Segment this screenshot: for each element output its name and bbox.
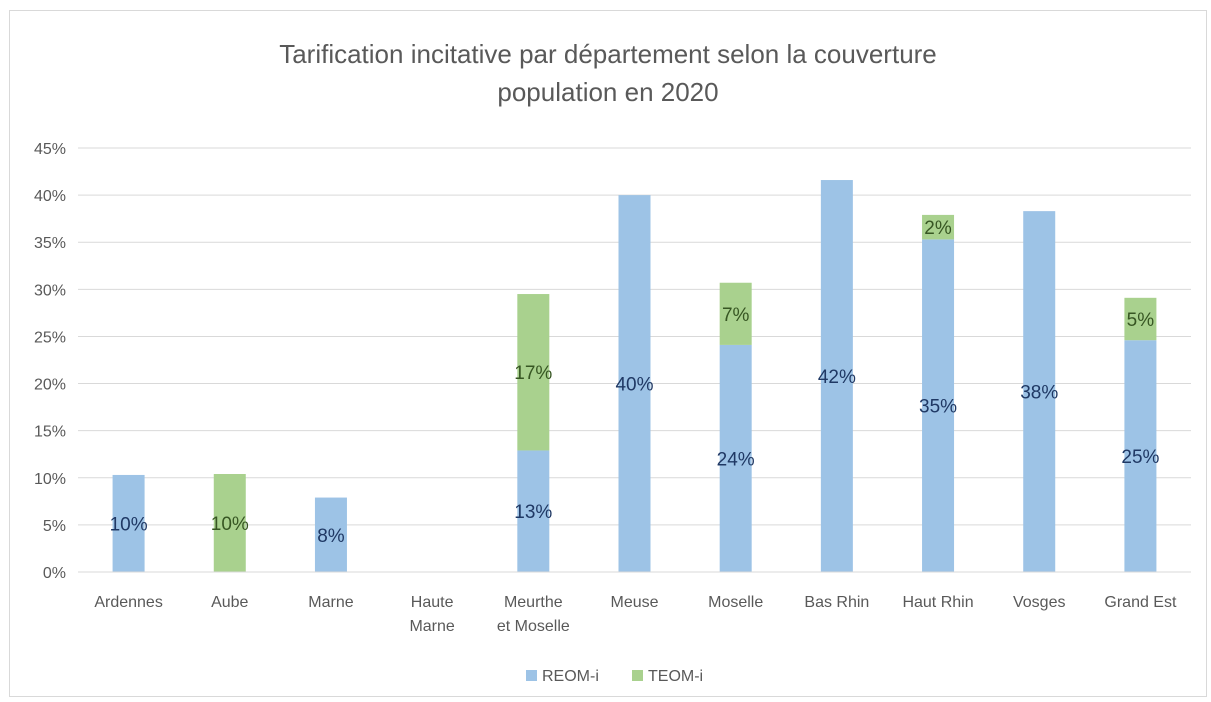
legend-swatch (526, 670, 537, 681)
x-category-label: Meurthe (504, 594, 563, 611)
data-label: 10% (211, 514, 249, 535)
data-label: 2% (924, 218, 952, 239)
data-label: 7% (722, 305, 750, 326)
x-category-label: Haut Rhin (902, 594, 973, 611)
data-label: 42% (818, 367, 856, 388)
bar-teom-i (517, 294, 550, 451)
x-axis: Ardennes Aube Marne Haute Marne Meurthe et Mos… (78, 571, 1191, 635)
chart-title-line: Tarification incitative par département … (279, 39, 937, 69)
data-label: 8% (317, 526, 345, 547)
y-tick-label: 30% (34, 282, 66, 299)
x-category-label: Grand Est (1104, 594, 1177, 611)
x-category-label: Vosges (1013, 594, 1065, 611)
y-tick-label: 20% (34, 377, 66, 394)
bar-teom-i (719, 282, 752, 345)
x-category-label: Marne (409, 618, 454, 635)
chart-frame: Tarification incitative par département … (9, 10, 1207, 697)
x-category-label: Marne (308, 594, 353, 611)
bar-reom-i (922, 239, 955, 572)
y-axis-ticks: 0% 5% 10% 15% 20% 25% 30% 35% 40% 45% (34, 141, 66, 582)
data-label: 17% (514, 363, 552, 384)
y-tick-label: 15% (34, 424, 66, 441)
y-tick-label: 25% (34, 329, 66, 346)
legend-label: TEOM-i (648, 668, 703, 685)
bar-reom-i (314, 497, 347, 572)
x-category-label: Meuse (610, 594, 658, 611)
x-category-label: Bas Rhin (804, 594, 869, 611)
stacked-bar-chart: Tarification incitative par département … (34, 39, 1191, 685)
x-category-label: Moselle (708, 594, 763, 611)
bar-reom-i (112, 474, 145, 572)
x-category-label: Ardennes (94, 594, 163, 611)
bar-reom-i (618, 195, 651, 572)
bar-teom-i (213, 474, 246, 572)
data-labels: 10% 10% 8% 13% 17% 40% 24% 7% 42% 35% 2% 38% 25% 5% (110, 218, 1160, 547)
data-label: 25% (1121, 447, 1159, 468)
data-label: 13% (514, 502, 552, 523)
data-label: 38% (1020, 383, 1058, 404)
y-tick-label: 45% (34, 141, 66, 158)
y-tick-label: 0% (43, 565, 66, 582)
bar-reom-i (820, 180, 853, 572)
data-label: 10% (110, 514, 148, 535)
data-label: 24% (717, 449, 755, 470)
chart-title-line: population en 2020 (497, 77, 718, 107)
data-label: 40% (615, 375, 653, 396)
data-label: 35% (919, 397, 957, 418)
bar-reom-i (1124, 340, 1157, 572)
data-label: 5% (1127, 310, 1155, 331)
y-tick-label: 40% (34, 188, 66, 205)
legend-swatch (632, 670, 643, 681)
y-tick-label: 10% (34, 471, 66, 488)
bar-teom-i (1124, 297, 1157, 341)
x-category-label: et Moselle (497, 618, 570, 635)
x-category-label: Haute (411, 594, 454, 611)
chart-title: Tarification incitative par département … (279, 39, 937, 107)
legend: REOM-i TEOM-i (526, 668, 703, 685)
y-tick-label: 5% (43, 518, 66, 535)
y-tick-label: 35% (34, 235, 66, 252)
bars (112, 180, 1157, 572)
x-category-label: Aube (211, 594, 248, 611)
bar-reom-i (1023, 211, 1056, 572)
bar-reom-i (517, 450, 550, 572)
bar-reom-i (719, 344, 752, 572)
bar-teom-i (922, 214, 955, 240)
legend-label: REOM-i (542, 668, 599, 685)
